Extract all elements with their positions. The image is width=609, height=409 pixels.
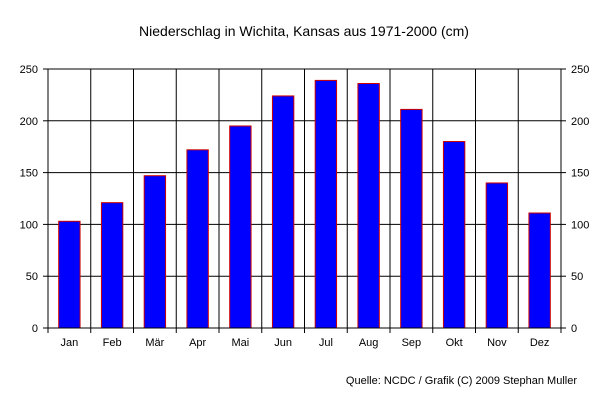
y-tick-label-left: 200 — [20, 116, 38, 128]
tick-labels: 0 0 50 50 100 100 150 150 200 200 250 250 Jan Feb Mär A… — [20, 64, 590, 349]
y-tick-label-left: 250 — [20, 64, 38, 76]
bar-okt — [442, 141, 466, 329]
y-tick-label-left: 50 — [26, 271, 38, 283]
bar-sep — [400, 108, 423, 329]
x-tick-label: Mai — [232, 337, 250, 349]
bar-mai — [229, 125, 252, 329]
x-tick-label: Dez — [530, 337, 550, 349]
x-tick-label: Sep — [402, 337, 422, 349]
x-tick-label: Aug — [359, 337, 379, 349]
bar-apr — [186, 149, 209, 329]
x-tick-label: Okt — [446, 337, 463, 349]
y-tick-label-right: 200 — [571, 116, 589, 128]
y-tick-label-right: 150 — [571, 168, 589, 180]
x-tick-label: Nov — [487, 337, 507, 349]
bar-feb — [100, 202, 124, 329]
y-tick-label-right: 250 — [571, 64, 589, 76]
x-tick-label: Jan — [61, 337, 79, 349]
y-tick-label-right: 0 — [571, 323, 577, 335]
bar-nov — [485, 182, 509, 329]
y-tick-label-right: 100 — [571, 219, 589, 231]
plot-frame — [47, 68, 562, 329]
bars — [58, 79, 551, 329]
x-tick-label: Mär — [145, 337, 164, 349]
bar-aug — [357, 83, 380, 329]
x-tick-label: Jul — [319, 337, 333, 349]
y-tick-label-left: 150 — [20, 168, 38, 180]
axes — [43, 68, 566, 333]
bar-dez — [528, 212, 551, 329]
bar-jun — [271, 95, 295, 329]
x-tick-label: Feb — [103, 337, 122, 349]
y-tick-label-left: 0 — [32, 323, 38, 335]
x-tick-label: Apr — [189, 337, 206, 349]
bar-mär — [143, 175, 167, 329]
y-tick-label-right: 50 — [571, 271, 583, 283]
y-tick-label-left: 100 — [20, 219, 38, 231]
source-note: Quelle: NCDC / Grafik (C) 2009 Stephan M… — [346, 375, 577, 387]
bar-jul — [314, 79, 338, 329]
grid — [47, 68, 562, 329]
x-tick-label: Jun — [274, 337, 292, 349]
chart-title: Niederschlag in Wichita, Kansas aus 1971… — [139, 23, 469, 39]
bar-jan — [58, 220, 81, 329]
